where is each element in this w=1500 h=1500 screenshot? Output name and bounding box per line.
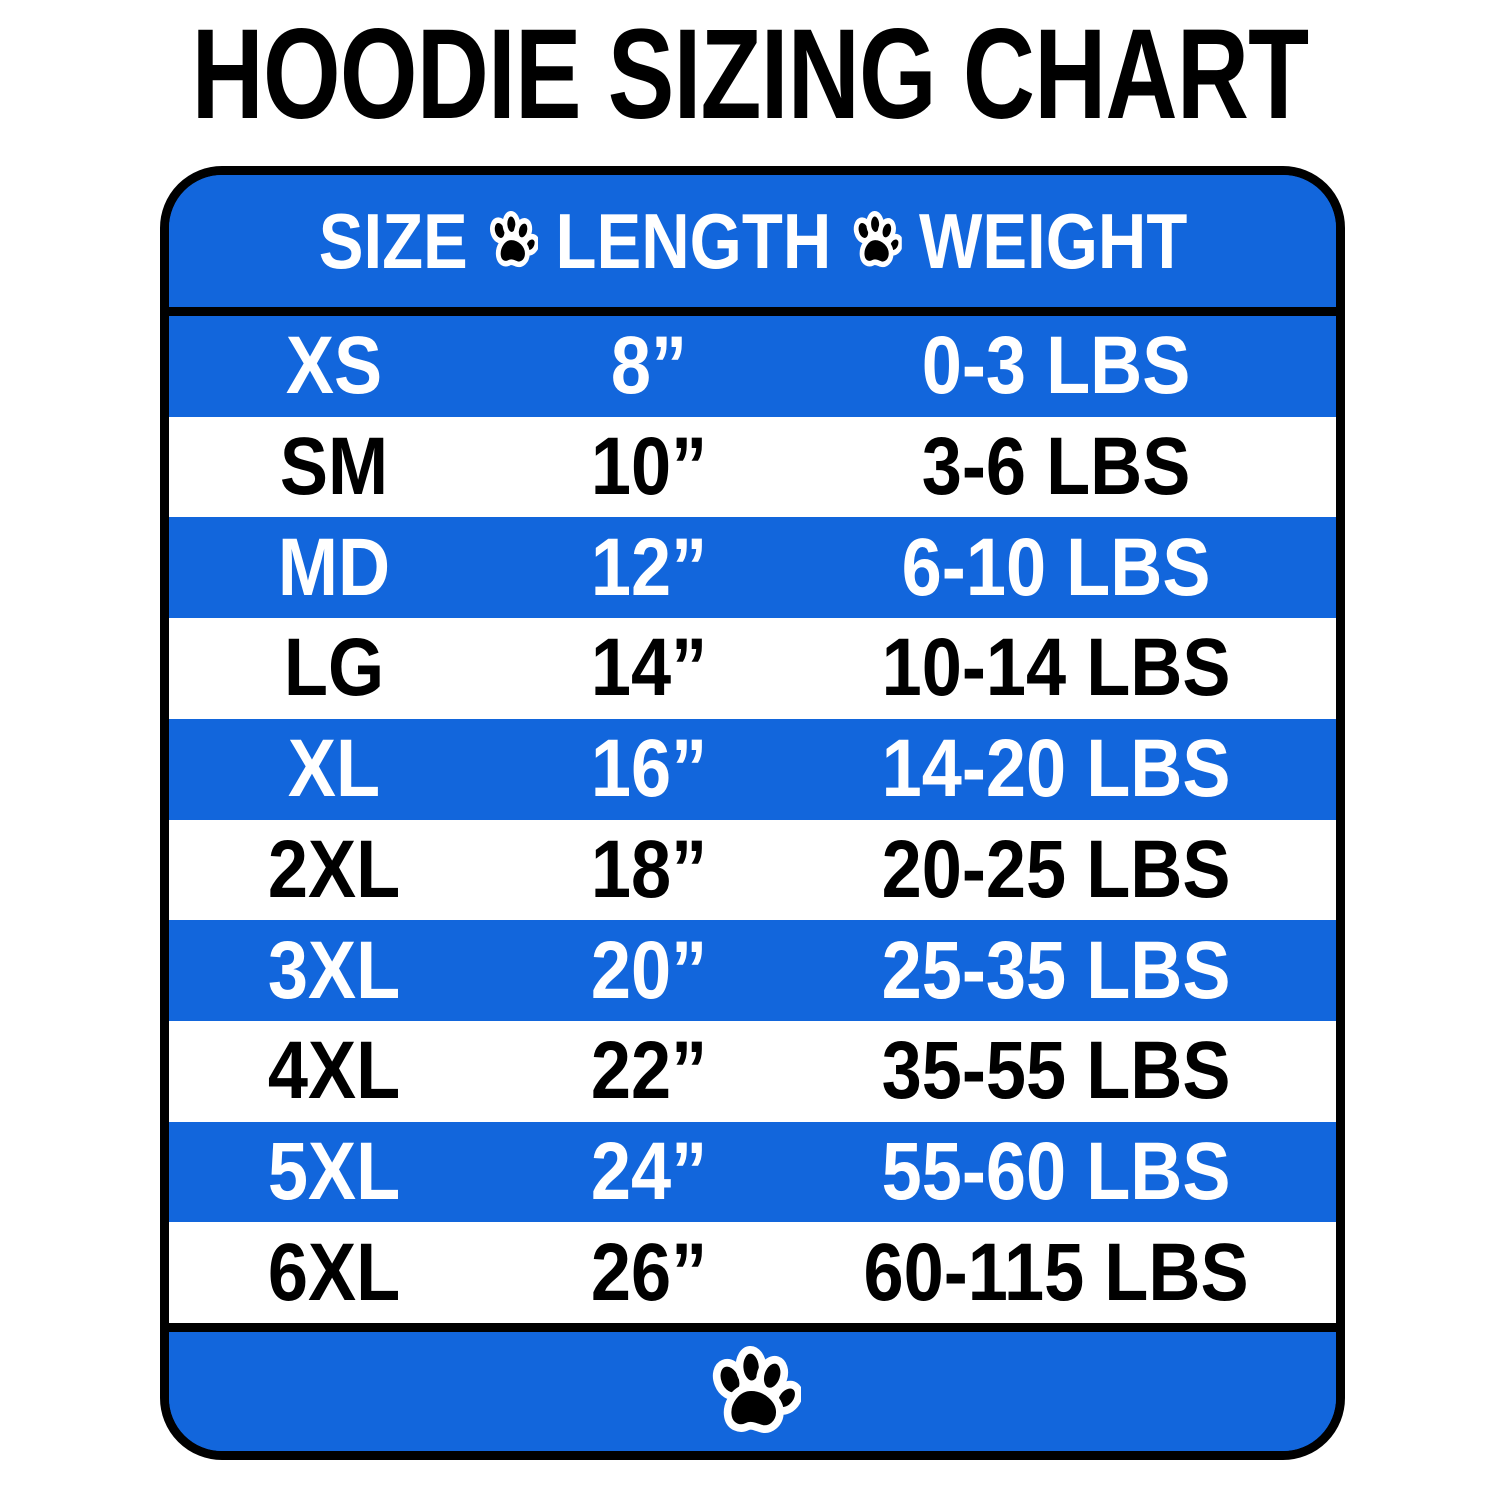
- column-header-size: SIZE: [318, 197, 468, 285]
- cell-length: 14”: [590, 622, 708, 714]
- cell-weight: 0-3 LBS: [921, 320, 1191, 412]
- card-inner: SIZE LENGTH: [169, 175, 1336, 1451]
- table-row: XL 16” 14-20 LBS: [169, 718, 1336, 820]
- cell-length: 16”: [590, 723, 708, 815]
- cell-weight: 6-10 LBS: [901, 521, 1211, 613]
- cell-size: 4XL: [267, 1025, 401, 1117]
- cell-length: 12”: [590, 521, 708, 613]
- cell-weight: 10-14 LBS: [881, 622, 1231, 714]
- table-header-row: SIZE LENGTH: [169, 175, 1336, 316]
- cell-length: 18”: [590, 823, 708, 915]
- cell-length: 26”: [590, 1226, 708, 1318]
- table-row: 3XL 20” 25-35 LBS: [169, 920, 1336, 1021]
- table-row: 2XL 18” 20-25 LBS: [169, 819, 1336, 921]
- cell-weight: 3-6 LBS: [921, 421, 1191, 513]
- table-row: 5XL 24” 55-60 LBS: [169, 1121, 1336, 1223]
- paw-print-icon: [848, 210, 903, 272]
- cell-weight: 35-55 LBS: [881, 1025, 1231, 1117]
- cell-weight: 25-35 LBS: [881, 924, 1231, 1016]
- cell-length: 22”: [590, 1025, 708, 1117]
- paw-print-icon: [705, 1344, 803, 1440]
- paw-print-icon: [485, 210, 540, 272]
- cell-length: 8”: [610, 320, 688, 412]
- table-row: LG 14” 10-14 LBS: [169, 618, 1336, 719]
- cell-length: 10”: [590, 421, 708, 513]
- cell-weight: 14-20 LBS: [881, 723, 1231, 815]
- table-row: MD 12” 6-10 LBS: [169, 517, 1336, 619]
- cell-size: 6XL: [267, 1226, 401, 1318]
- column-header-weight: WEIGHT: [918, 197, 1187, 285]
- table-body: XS 8” 0-3 LBS SM 10” 3-6 LBS MD 12” 6-10…: [169, 316, 1336, 1324]
- table-header-inner: SIZE LENGTH: [318, 201, 1187, 281]
- table-row: 6XL 26” 60-115 LBS: [169, 1222, 1336, 1324]
- cell-size: SM: [279, 421, 389, 513]
- cell-size: 5XL: [267, 1125, 401, 1217]
- sizing-chart-card: SIZE LENGTH: [160, 166, 1345, 1460]
- cell-size: XL: [287, 723, 381, 815]
- table-row: SM 10” 3-6 LBS: [169, 416, 1336, 518]
- table-row: XS 8” 0-3 LBS: [169, 316, 1336, 417]
- cell-weight: 55-60 LBS: [881, 1125, 1231, 1217]
- table-row: 4XL 22” 35-55 LBS: [169, 1020, 1336, 1122]
- cell-weight: 20-25 LBS: [881, 823, 1231, 915]
- table-footer-row: [169, 1323, 1336, 1451]
- column-header-length: LENGTH: [555, 197, 831, 285]
- cell-length: 24”: [590, 1125, 708, 1217]
- cell-length: 20”: [590, 924, 708, 1016]
- cell-size: 2XL: [267, 823, 401, 915]
- page-title: HOODIE SIZING CHART: [191, 3, 1309, 146]
- cell-size: MD: [277, 521, 391, 613]
- cell-size: XS: [285, 320, 383, 412]
- cell-weight: 60-115 LBS: [863, 1226, 1249, 1318]
- cell-size: 3XL: [267, 924, 401, 1016]
- cell-size: LG: [283, 622, 385, 714]
